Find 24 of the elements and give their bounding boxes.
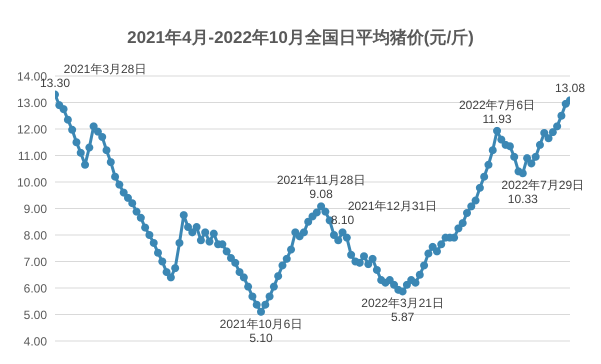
annotation: 2022年3月21日 — [360, 296, 445, 310]
y-tick-label: 4.00 — [24, 334, 48, 348]
data-label: 13.08 — [554, 81, 586, 96]
annotation: 2021年11月28日 — [276, 173, 366, 188]
y-tick-label: 9.00 — [24, 202, 48, 216]
y-tick-label: 8.00 — [24, 228, 48, 242]
data-label: 11.93 — [481, 112, 513, 126]
y-tick-label: 11.00 — [18, 148, 48, 163]
data-label: 5.10 — [248, 330, 274, 345]
chart-title: 2021年4月-2022年10月全国日平均猪价(元/斤) — [126, 27, 475, 49]
annotation: 2022年7月29日 — [500, 178, 586, 192]
y-tick-label: 10.00 — [16, 175, 48, 190]
y-tick-label: 5.00 — [24, 308, 48, 322]
data-label: 5.87 — [390, 310, 416, 324]
annotation: 2022年7月6日 — [458, 98, 536, 112]
y-tick-label: 12.00 — [16, 122, 48, 136]
annotation: 2021年10月6日 — [218, 316, 304, 331]
y-tick-label: 6.00 — [24, 281, 48, 296]
y-tick-label: 7.00 — [24, 254, 48, 269]
text: 2021年3月28日 — [62, 62, 148, 76]
data-label: 9.08 — [308, 187, 334, 202]
y-tick-label: 13.00 — [16, 96, 48, 110]
data-label: 10.33 — [506, 192, 539, 206]
annotation: 2021年12月31日 — [346, 199, 438, 214]
